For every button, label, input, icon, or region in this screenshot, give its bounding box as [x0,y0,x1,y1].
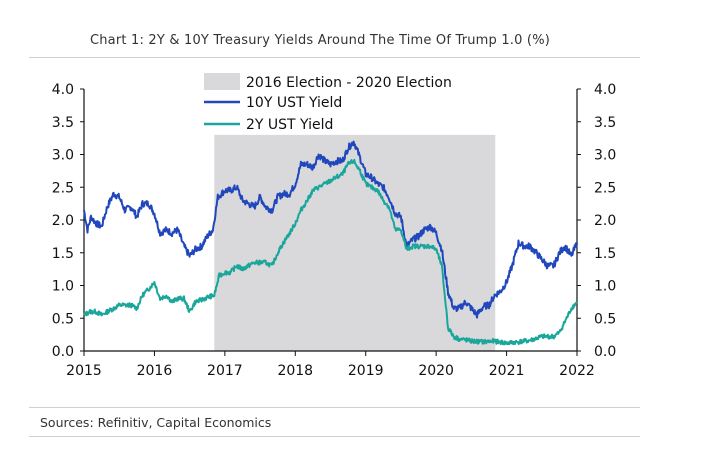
y-tick-label-right: 1.0 [594,279,616,295]
y-tick-label-right: 2.0 [594,213,616,229]
x-tick-label: 2017 [207,363,243,379]
legend-swatch-shading [204,73,240,90]
x-tick-label: 2021 [489,363,525,379]
y-tick-label-left: 4.0 [52,82,74,98]
legend-label-shading: 2016 Election - 2020 Election [246,75,452,91]
y-tick-label-left: 3.5 [52,115,74,131]
y-tick-label-left: 1.0 [52,279,74,295]
x-tick-label: 2015 [66,363,102,379]
legend-label-10y: 10Y UST Yield [246,95,342,111]
legend: 2016 Election - 2020 Election 10Y UST Yi… [204,73,452,133]
y-tick-label-left: 1.5 [52,246,74,262]
series-2y-line [83,158,578,346]
y-tick-label-right: 3.5 [594,115,616,131]
x-tick-label: 2016 [137,363,173,379]
y-tick-label-right: 0.0 [594,344,616,360]
x-tick-label: 2019 [348,363,384,379]
x-tick-label: 2022 [559,363,595,379]
bottom-divider [29,407,640,408]
x-tick-label: 2018 [277,363,313,379]
y-tick-label-left: 3.0 [52,148,74,164]
y-tick-label-right: 4.0 [594,82,616,98]
legend-label-2y: 2Y UST Yield [246,117,333,133]
y-tick-label-right: 0.5 [594,311,616,327]
y-tick-label-right: 3.0 [594,148,616,164]
footer-divider [29,436,640,437]
y-tick-label-right: 2.5 [594,180,616,196]
y-tick-label-left: 0.5 [52,311,74,327]
election-period-shading [214,134,496,351]
source-note: Sources: Refinitiv, Capital Economics [40,415,272,430]
y-tick-label-right: 1.5 [594,246,616,262]
y-tick-label-left: 2.0 [52,213,74,229]
series-10y-line [83,140,578,319]
y-tick-label-left: 2.5 [52,180,74,196]
y-tick-label-left: 0.0 [52,344,74,360]
axes: 0.0 0.0 0.5 0.5 1.0 1.0 1.5 1.5 2.0 2.0 2.5 2.5 3.0 3… [52,82,617,379]
x-tick-label: 2020 [418,363,454,379]
chart-title: Chart 1: 2Y & 10Y Treasury Yields Around… [89,33,551,48]
top-divider [29,57,640,58]
